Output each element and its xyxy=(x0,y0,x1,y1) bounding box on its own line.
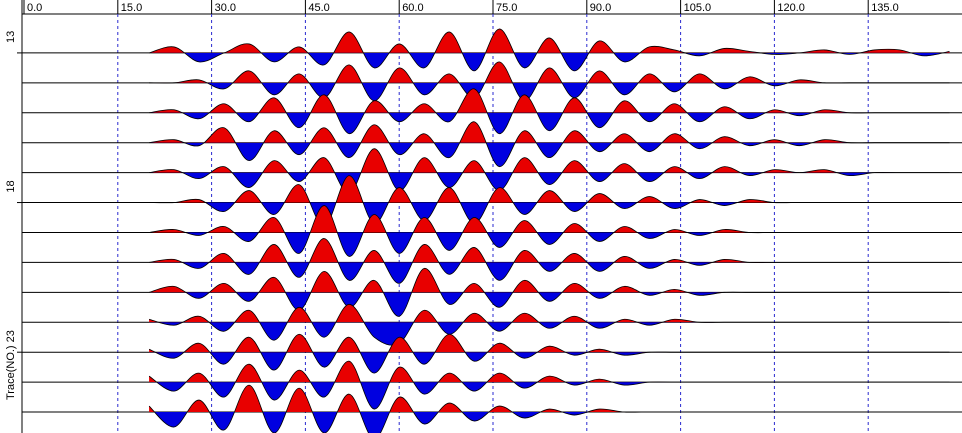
x-tick-label: 45.0 xyxy=(308,2,329,14)
wiggle-line xyxy=(149,61,950,102)
negative-fill xyxy=(149,412,950,433)
positive-fill xyxy=(149,175,950,203)
wiggle-line xyxy=(148,333,950,374)
positive-fill xyxy=(149,238,950,263)
negative-fill xyxy=(149,292,950,317)
wiggle-line xyxy=(148,267,950,317)
y-axis-label: Trace(NO.) xyxy=(5,345,17,400)
positive-fill xyxy=(149,28,950,53)
wiggle-line xyxy=(148,360,950,410)
positive-fill xyxy=(149,88,950,113)
wiggle-line xyxy=(149,238,950,284)
x-tick-label: 120.0 xyxy=(777,2,805,14)
negative-fill xyxy=(182,112,875,134)
wiggle-line xyxy=(149,121,950,168)
wiggle-line xyxy=(148,303,950,346)
positive-fill xyxy=(149,304,950,323)
x-tick-label: 30.0 xyxy=(215,2,236,14)
x-tick-label: 105.0 xyxy=(684,2,712,14)
positive-fill xyxy=(149,61,950,83)
negative-fill xyxy=(149,352,950,374)
y-tick-label: 23 xyxy=(5,330,17,342)
negative-fill xyxy=(158,322,725,346)
x-tick-label: 60.0 xyxy=(402,2,423,14)
negative-fill xyxy=(156,382,650,410)
x-tick-label: 0.0 xyxy=(27,2,42,14)
wiggle-line xyxy=(148,384,950,433)
negative-fill xyxy=(149,142,950,167)
x-tick-label: 75.0 xyxy=(496,2,517,14)
negative-fill xyxy=(149,202,800,227)
x-tick-label: 135.0 xyxy=(871,2,899,14)
x-tick-label: 90.0 xyxy=(590,2,611,14)
wiggle-line xyxy=(149,88,950,135)
wiggle-line xyxy=(149,205,950,257)
positive-fill xyxy=(149,385,625,413)
negative-fill xyxy=(149,232,950,257)
y-tick-label: 18 xyxy=(5,180,17,192)
wiggle-line xyxy=(149,148,950,194)
x-tick-label: 15.0 xyxy=(121,2,142,14)
positive-fill xyxy=(149,334,675,353)
negative-fill xyxy=(182,172,875,194)
positive-fill xyxy=(149,268,750,293)
wiggle-line xyxy=(149,175,950,227)
y-tick-label: 13 xyxy=(5,31,17,43)
wiggle-line xyxy=(148,28,950,72)
negative-fill xyxy=(184,52,944,71)
negative-fill xyxy=(182,262,775,284)
positive-fill xyxy=(149,121,850,143)
positive-fill xyxy=(149,361,950,383)
